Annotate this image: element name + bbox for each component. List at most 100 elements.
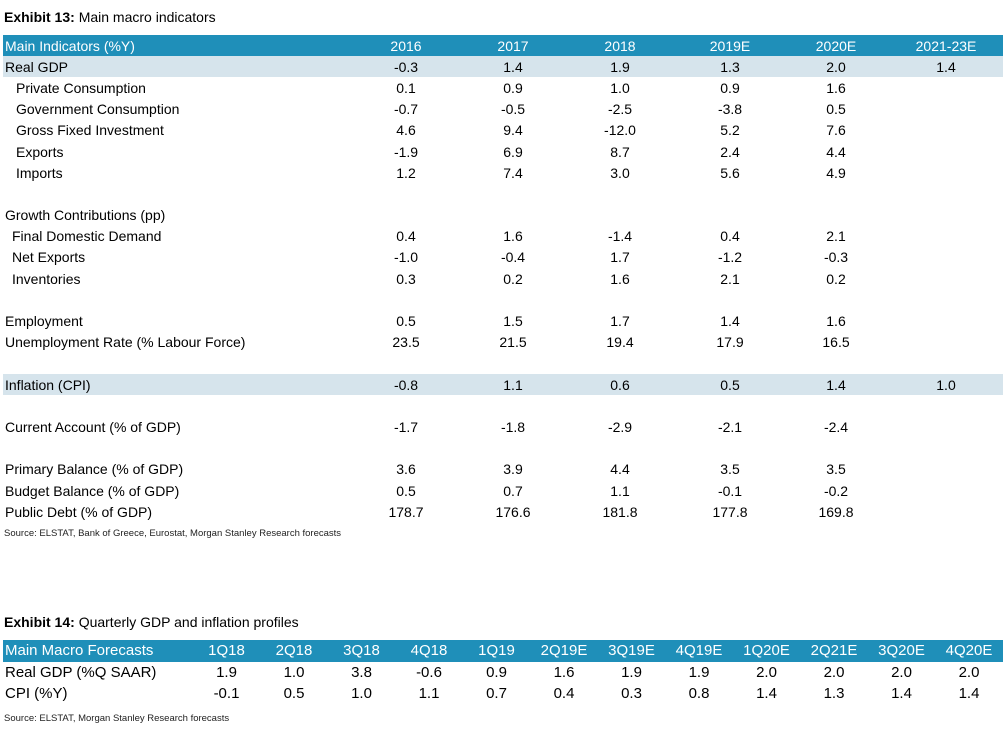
table-row: Primary Balance (% of GDP) 3.6 3.9 4.4 3…	[3, 459, 1003, 480]
cell: 1.0	[283, 663, 305, 681]
cell: 177.8	[712, 503, 748, 520]
cell: -0.5	[500, 101, 526, 118]
header-cell: 2017	[463, 35, 563, 57]
cell: 3.5	[826, 461, 846, 478]
header-cell: 4Q19E	[665, 640, 733, 662]
table-header-row: Main Macro Forecasts 1Q18 2Q18 3Q18 4Q18…	[3, 640, 1003, 662]
cell: 1.1	[610, 482, 630, 499]
cell: 1.0	[610, 79, 630, 96]
exhibit-13-title: Exhibit 13: Main macro indicators	[4, 9, 216, 25]
cell: 176.6	[495, 503, 531, 520]
cell: 2.0	[891, 663, 912, 681]
cell: 21.5	[499, 334, 527, 351]
cell: 0.3	[621, 685, 642, 703]
table-row: Growth Contributions (pp)	[3, 205, 1003, 226]
row-label: Employment	[5, 313, 83, 330]
cell: 8.7	[610, 143, 630, 160]
cell: 1.6	[553, 663, 575, 681]
header-cell: Main Indicators (%Y)	[3, 35, 349, 57]
quarterly-forecasts-table: Main Macro Forecasts 1Q18 2Q18 3Q18 4Q18…	[3, 640, 1003, 705]
cell: 3.9	[503, 461, 523, 478]
cell: -3.8	[717, 101, 743, 118]
header-cell: Main Macro Forecasts	[3, 640, 193, 662]
row-label: Government Consumption	[16, 101, 180, 118]
cell: 1.7	[610, 249, 630, 266]
cell: 1.5	[503, 313, 523, 330]
cell: 4.4	[826, 143, 846, 160]
table-row: Employment 0.5 1.5 1.7 1.4 1.6	[3, 310, 1003, 331]
cell: 0.8	[688, 685, 710, 703]
table-row: Current Account (% of GDP) -1.7 -1.8 -2.…	[3, 416, 1003, 437]
cell	[889, 416, 1003, 437]
header-cell: 2Q21E	[800, 640, 868, 662]
table-row: Private Consumption 0.1 0.9 1.0 0.9 1.6	[3, 77, 1003, 98]
cell: 2.1	[826, 228, 846, 245]
row-label: Real GDP (%Q SAAR)	[5, 663, 157, 681]
row-label: Current Account (% of GDP)	[5, 418, 181, 435]
table-row: Gross Fixed Investment 4.6 9.4 -12.0 5.2…	[3, 120, 1003, 141]
table-row: CPI (%Y) -0.1 0.5 1.0 1.1 0.7 0.4 0.3 0.…	[3, 683, 1003, 705]
header-cell: 2Q18	[260, 640, 328, 662]
cell: -0.1	[717, 482, 743, 499]
cell: 0.4	[396, 228, 416, 245]
cell: 1.9	[216, 663, 237, 681]
table-row: Net Exports -1.0 -0.4 1.7 -1.2 -0.3	[3, 247, 1003, 268]
cell: -0.6	[416, 663, 442, 681]
cell: 1.2	[396, 164, 416, 181]
cell: 23.5	[392, 334, 420, 351]
cell	[889, 501, 1003, 522]
cell: 2.0	[783, 56, 889, 78]
header-cell: 1Q18	[193, 640, 260, 662]
cell: 5.6	[720, 164, 740, 181]
cell: 0.2	[826, 270, 846, 287]
cell: -2.5	[607, 101, 633, 118]
spacer-row	[3, 438, 1003, 459]
spacer-row	[3, 395, 1003, 416]
cell: -1.2	[717, 249, 743, 266]
row-label: Real GDP	[3, 56, 349, 78]
cell: 169.8	[818, 503, 854, 520]
row-label: Inflation (CPI)	[3, 374, 349, 396]
spacer-row	[3, 289, 1003, 310]
cell: 1.4	[783, 374, 889, 396]
cell: 0.5	[283, 685, 305, 703]
header-cell: 2019E	[677, 35, 783, 57]
cell: 5.2	[720, 122, 740, 139]
cell: 0.9	[720, 79, 740, 96]
cell: 16.5	[822, 334, 850, 351]
cell: 3.8	[351, 663, 372, 681]
cell	[889, 99, 1003, 120]
row-label: CPI (%Y)	[5, 685, 68, 703]
cell: 0.5	[396, 482, 416, 499]
row-label: Gross Fixed Investment	[16, 122, 164, 139]
cell: 0.5	[826, 101, 846, 118]
cell	[889, 332, 1003, 353]
cell: -0.3	[349, 56, 463, 78]
cell	[889, 226, 1003, 247]
cell: -1.8	[500, 418, 526, 435]
cell: 7.6	[826, 122, 846, 139]
cell: 19.4	[606, 334, 634, 351]
table-row: Imports 1.2 7.4 3.0 5.6 4.9	[3, 162, 1003, 183]
cell: 1.4	[891, 685, 912, 703]
cell: -12.0	[604, 122, 636, 139]
cell: 4.9	[826, 164, 846, 181]
header-cell: 2018	[563, 35, 677, 57]
cell: -0.1	[213, 685, 240, 703]
cell: 3.5	[720, 461, 740, 478]
cell: 1.0	[889, 374, 1003, 396]
row-label: Inventories	[12, 270, 81, 287]
section-label: Growth Contributions (pp)	[5, 207, 166, 224]
header-cell: 2020E	[783, 35, 889, 57]
cell: 1.9	[688, 663, 710, 681]
table-row: Real GDP -0.3 1.4 1.9 1.3 2.0 1.4	[3, 56, 1003, 78]
row-label: Public Debt (% of GDP)	[5, 503, 153, 520]
table-row: Government Consumption -0.7 -0.5 -2.5 -3…	[3, 99, 1003, 120]
cell	[889, 162, 1003, 183]
row-label: Exports	[16, 143, 64, 160]
row-label: Imports	[16, 164, 63, 181]
cell: 0.2	[503, 270, 523, 287]
exhibit-14-source: Source: ELSTAT, Morgan Stanley Research …	[4, 713, 230, 724]
cell: 9.4	[503, 122, 523, 139]
cell: 2.0	[823, 663, 845, 681]
